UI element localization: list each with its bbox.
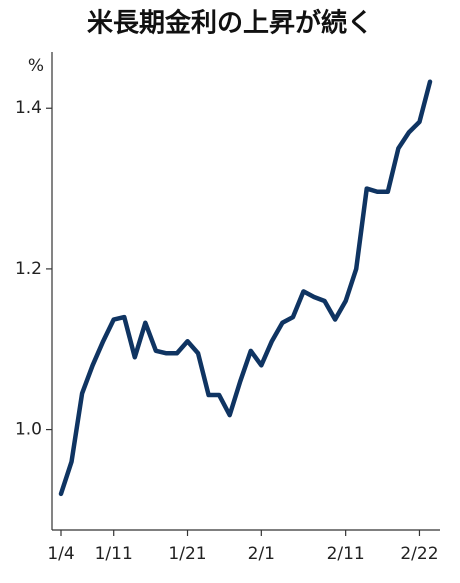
x-tick-label: 1/21: [168, 544, 206, 564]
x-tick-label: 2/11: [327, 544, 365, 564]
y-tick-label: 1.0: [15, 420, 42, 440]
x-tick-label: 1/11: [95, 544, 133, 564]
y-tick-label: 1.4: [15, 98, 42, 118]
y-tick-label: 1.2: [15, 259, 42, 279]
x-tick-label: 2/22: [400, 544, 438, 564]
line: [58, 79, 433, 497]
chart-title: 米長期金利の上昇が続く: [87, 8, 373, 39]
y-unit: %: [28, 56, 44, 76]
x-tick-label: 1/4: [47, 544, 74, 564]
x-tick-label: 2/1: [248, 544, 275, 564]
